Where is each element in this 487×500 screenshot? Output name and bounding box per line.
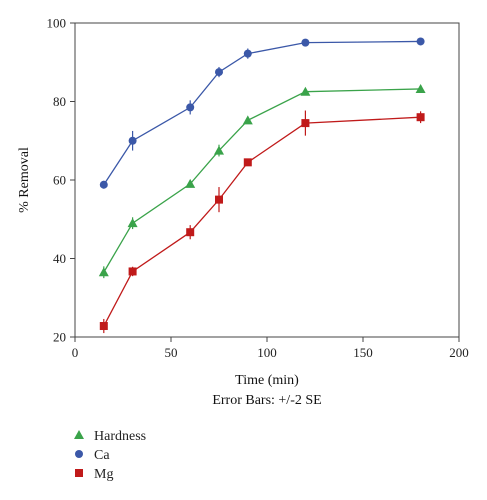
x-tick-label: 100 [257, 345, 277, 360]
y-tick-label: 80 [53, 94, 66, 109]
legend-label-hardness: Hardness [94, 429, 146, 444]
legend-label-ca: Ca [94, 448, 110, 463]
data-point-hardness [185, 178, 196, 188]
axis-ticks: 0 50 100 150 200 20 40 60 80 100 [47, 16, 469, 361]
data-point-ca [215, 68, 223, 77]
data-point-hardness [127, 218, 138, 228]
data-point-mg [186, 228, 195, 237]
data-point-hardness [98, 267, 109, 277]
x-tick-label: 200 [449, 345, 469, 360]
series-ca [99, 37, 425, 189]
legend-marker-ca [75, 450, 83, 458]
series-hardness [98, 83, 426, 279]
series-layer [98, 37, 426, 334]
data-point-mg [215, 195, 223, 204]
data-point-ca [243, 49, 252, 58]
axes-frame [74, 22, 460, 338]
x-axis-label: Time (min) [235, 373, 299, 388]
legend: Hardness Ca Mg [74, 429, 146, 482]
data-point-ca [128, 136, 137, 145]
data-point-mg [301, 119, 310, 128]
x-tick-label: 150 [353, 345, 373, 360]
x-tick-label: 0 [72, 345, 79, 360]
series-mg [99, 110, 425, 334]
series-line-mg [103, 116, 421, 327]
legend-label-mg: Mg [94, 467, 113, 482]
data-point-hardness [300, 86, 311, 96]
legend-marker-mg [75, 469, 83, 477]
data-point-mg [128, 267, 137, 276]
data-point-ca [416, 37, 425, 46]
y-tick-label: 100 [47, 16, 67, 31]
data-point-mg [243, 158, 252, 167]
y-tick-label: 40 [53, 251, 66, 266]
y-axis-label: % Removal [17, 147, 32, 213]
data-point-ca [301, 38, 310, 47]
series-line-hardness [103, 88, 421, 273]
legend-marker-hardness [74, 430, 84, 439]
plot-border [74, 22, 460, 338]
data-point-ca [99, 180, 108, 189]
x-tick-label: 50 [165, 345, 178, 360]
data-point-ca [186, 103, 195, 112]
error-bars-note: Error Bars: +/-2 SE [212, 393, 321, 408]
y-tick-label: 20 [53, 330, 66, 345]
data-point-mg [416, 113, 425, 122]
data-point-hardness [242, 115, 253, 125]
data-point-hardness [415, 83, 426, 93]
y-tick-label: 60 [53, 173, 66, 188]
data-point-mg [99, 322, 108, 331]
data-point-hardness [214, 145, 224, 155]
